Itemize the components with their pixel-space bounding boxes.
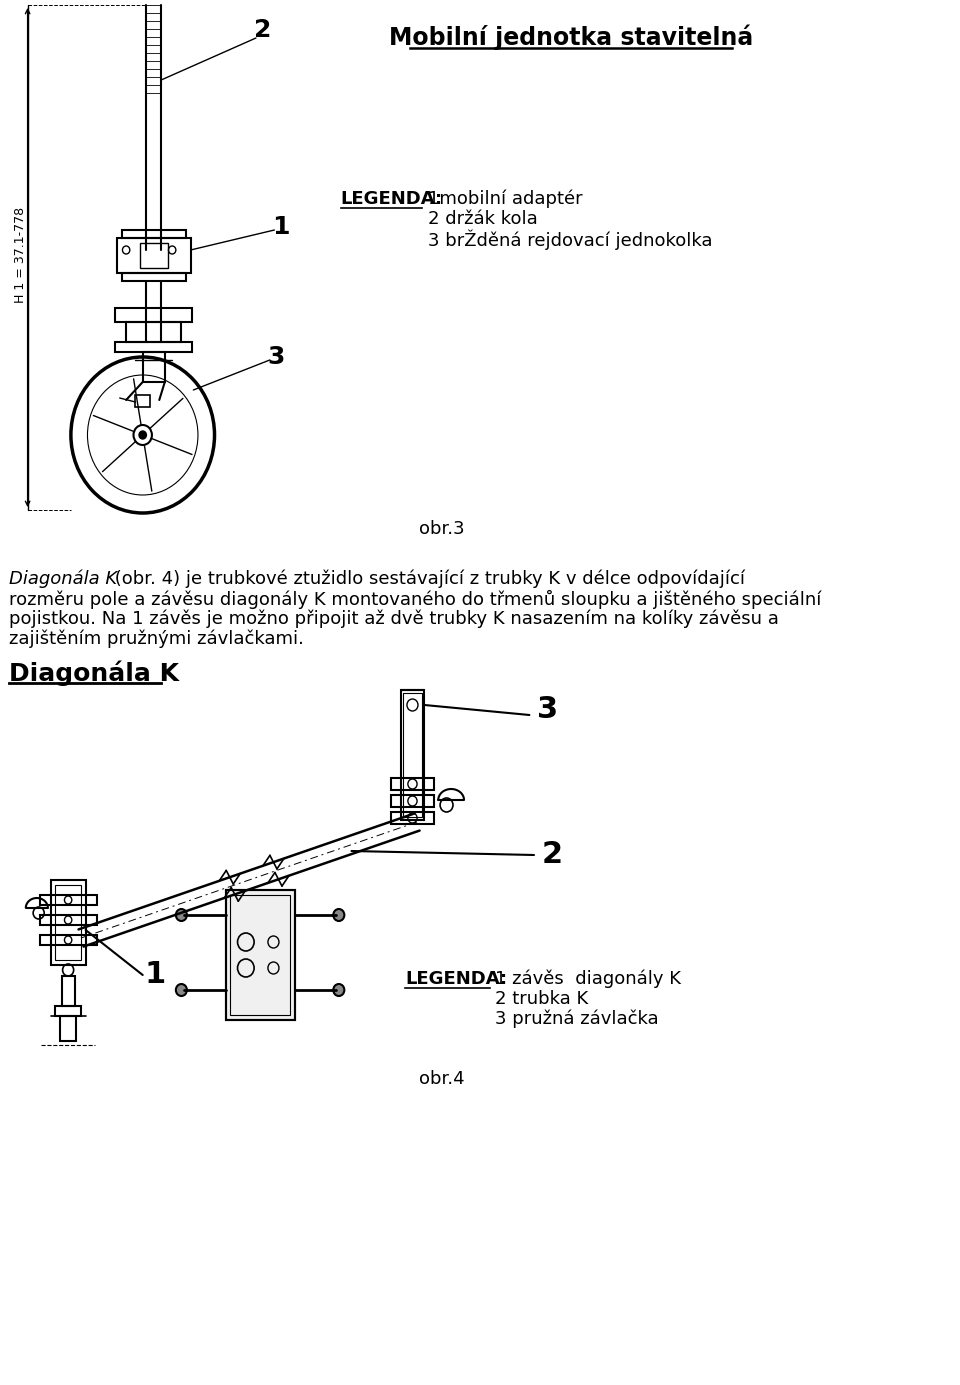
Text: 2 držák kola: 2 držák kola: [428, 211, 538, 229]
Bar: [61, 976, 75, 1006]
Bar: [51, 879, 85, 965]
Bar: [39, 915, 97, 925]
Text: (obr. 4) je trubkové ztužidlo sestávající z trubky K v délce odpovídající: (obr. 4) je trubkové ztužidlo sestávajíc…: [108, 571, 745, 589]
Text: Diagonála K: Diagonála K: [10, 661, 180, 686]
Bar: [39, 935, 97, 945]
Bar: [56, 885, 81, 960]
Circle shape: [139, 431, 146, 439]
Bar: [400, 690, 424, 820]
Text: 1mobilní adaptér: 1mobilní adaptér: [428, 190, 583, 209]
Text: obr.4: obr.4: [420, 1071, 465, 1089]
Text: rozměru pole a závěsu diagonály K montovaného do třmenů sloupku a jištěného spec: rozměru pole a závěsu diagonály K montov…: [10, 590, 822, 609]
Text: zajištěním pružnými závlačkami.: zajištěním pružnými závlačkami.: [10, 630, 304, 648]
Circle shape: [176, 983, 187, 996]
Text: obr.3: obr.3: [420, 519, 465, 537]
Bar: [115, 307, 192, 321]
Text: 1: 1: [144, 960, 165, 989]
Text: 2: 2: [253, 18, 271, 42]
Bar: [230, 895, 290, 1015]
Bar: [403, 692, 421, 817]
Text: Diagonála K: Diagonála K: [10, 571, 117, 589]
Text: 3 brŽděná rejdovací jednokolka: 3 brŽděná rejdovací jednokolka: [428, 230, 712, 251]
Bar: [392, 795, 434, 807]
Text: 3: 3: [268, 345, 285, 368]
Text: Mobilní jednotka stavitelná: Mobilní jednotka stavitelná: [389, 25, 753, 50]
Bar: [56, 1006, 81, 1017]
Bar: [226, 891, 295, 1019]
Bar: [60, 1017, 77, 1042]
Circle shape: [333, 983, 345, 996]
Text: 2: 2: [541, 839, 563, 868]
Bar: [122, 230, 186, 238]
Circle shape: [333, 909, 345, 921]
Bar: [115, 342, 192, 352]
Bar: [140, 242, 168, 269]
Bar: [392, 778, 434, 789]
Text: LEGENDA:: LEGENDA:: [405, 969, 507, 988]
Bar: [122, 273, 186, 281]
Text: pojistkou. Na 1 závěs je možno připojit až dvě trubky K nasazením na kolíky závě: pojistkou. Na 1 závěs je možno připojit …: [10, 609, 780, 629]
Bar: [392, 812, 434, 824]
Bar: [117, 238, 191, 273]
Bar: [126, 321, 181, 342]
Text: 3 pružná závlačka: 3 pružná závlačka: [495, 1010, 659, 1029]
Text: LEGENDA:: LEGENDA:: [341, 190, 443, 208]
Text: 1: 1: [272, 215, 290, 240]
Text: H 1 = 37.1-778: H 1 = 37.1-778: [13, 206, 27, 303]
Circle shape: [176, 909, 187, 921]
Bar: [226, 891, 295, 1019]
Text: 2 trubka K: 2 trubka K: [495, 990, 588, 1008]
Bar: [135, 395, 150, 407]
Bar: [143, 352, 165, 382]
Bar: [39, 895, 97, 904]
Text: 1 závěs  diagonály K: 1 závěs diagonály K: [495, 969, 682, 989]
Text: 3: 3: [538, 695, 559, 724]
